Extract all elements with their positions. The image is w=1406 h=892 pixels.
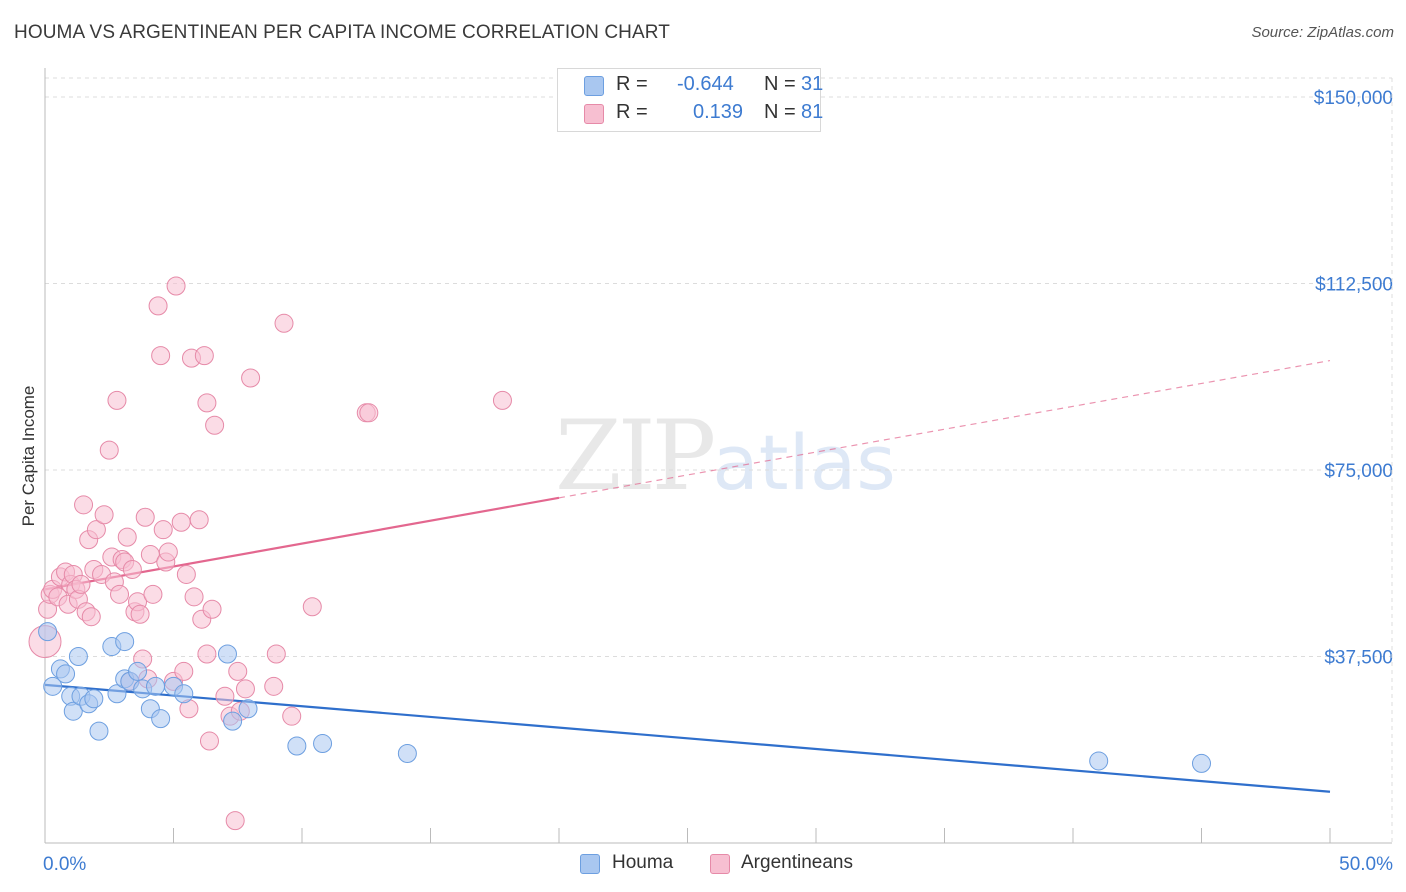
point-argentineans bbox=[235, 679, 255, 699]
point-houma bbox=[107, 684, 127, 704]
point-argentineans bbox=[110, 584, 130, 604]
point-argentineans bbox=[122, 559, 142, 579]
point-houma bbox=[128, 661, 148, 681]
point-argentineans bbox=[117, 527, 137, 547]
point-houma bbox=[115, 632, 135, 652]
point-argentineans bbox=[107, 390, 127, 410]
point-houma bbox=[63, 701, 83, 721]
trend-line-extension-argentineans bbox=[558, 359, 1331, 499]
watermark-atlas: atlas bbox=[712, 418, 896, 507]
chart-title: HOUMA VS ARGENTINEAN PER CAPITA INCOME C… bbox=[14, 22, 670, 43]
point-argentineans bbox=[99, 440, 119, 460]
point-argentineans bbox=[282, 706, 302, 726]
point-argentineans bbox=[194, 346, 214, 366]
point-houma bbox=[68, 647, 88, 666]
point-argentineans bbox=[166, 276, 186, 296]
bottom-legend-swatch-houma bbox=[580, 854, 600, 874]
point-argentineans bbox=[189, 510, 209, 530]
point-argentineans bbox=[274, 313, 294, 333]
point-houma bbox=[313, 734, 333, 754]
point-houma bbox=[1089, 751, 1109, 771]
point-houma bbox=[1192, 753, 1211, 773]
point-houma bbox=[217, 644, 237, 664]
point-argentineans bbox=[151, 346, 171, 366]
point-houma bbox=[43, 676, 63, 696]
y-tick-label: $150,000 bbox=[1314, 88, 1393, 109]
y-tick-label: $37,500 bbox=[1324, 648, 1393, 669]
point-houma bbox=[38, 622, 58, 642]
point-argentineans bbox=[148, 296, 168, 316]
point-houma bbox=[56, 664, 76, 684]
point-argentineans bbox=[174, 661, 194, 681]
point-argentineans bbox=[359, 403, 379, 423]
legend-r-value-argentineans: 0.139 bbox=[693, 101, 744, 123]
point-houma bbox=[151, 709, 171, 729]
point-houma bbox=[89, 721, 109, 741]
point-argentineans bbox=[492, 390, 512, 410]
legend-n-label: N = bbox=[764, 73, 796, 95]
point-houma bbox=[146, 676, 166, 696]
point-houma bbox=[223, 711, 243, 731]
legend-r-label: R = bbox=[616, 101, 648, 123]
point-argentineans bbox=[86, 520, 106, 540]
x-tick-label-max: 50.0% bbox=[1339, 854, 1393, 875]
legend-swatch-houma bbox=[584, 76, 604, 96]
point-houma bbox=[174, 684, 194, 704]
point-argentineans bbox=[81, 607, 101, 627]
point-houma bbox=[397, 743, 417, 763]
legend-r-label: R = bbox=[616, 73, 648, 95]
bottom-legend-label-argentineans: Argentineans bbox=[741, 852, 853, 873]
point-argentineans bbox=[143, 584, 163, 604]
legend-n-value-houma: 31 bbox=[801, 73, 824, 95]
point-argentineans bbox=[74, 495, 94, 515]
point-houma bbox=[238, 699, 258, 719]
point-argentineans bbox=[264, 676, 284, 696]
point-argentineans bbox=[197, 644, 217, 664]
point-argentineans bbox=[184, 587, 204, 607]
point-argentineans bbox=[225, 811, 245, 831]
point-argentineans bbox=[197, 393, 217, 413]
point-argentineans bbox=[228, 661, 248, 681]
y-tick-label: $75,000 bbox=[1324, 461, 1393, 482]
legend-r-value-houma: -0.644 bbox=[677, 73, 734, 95]
point-houma bbox=[84, 689, 104, 709]
source-label: Source: ZipAtlas.com bbox=[1251, 24, 1394, 41]
point-argentineans bbox=[71, 574, 91, 594]
legend-n-label: N = bbox=[764, 101, 796, 123]
point-argentineans bbox=[94, 505, 114, 525]
point-argentineans bbox=[130, 604, 150, 624]
point-argentineans bbox=[158, 542, 178, 562]
bottom-legend-label-houma: Houma bbox=[612, 852, 674, 873]
legend-swatch-argentineans bbox=[584, 104, 604, 124]
correlation-legend: R = -0.644 N = 31 R = 0.139 N = 81 bbox=[557, 68, 824, 132]
legend-n-value-argentineans: 81 bbox=[801, 101, 824, 123]
point-argentineans bbox=[266, 644, 286, 664]
trend-line-houma bbox=[44, 683, 1331, 793]
point-argentineans bbox=[176, 564, 196, 584]
point-argentineans bbox=[302, 597, 322, 617]
point-argentineans bbox=[215, 686, 235, 706]
point-argentineans bbox=[171, 512, 191, 532]
point-argentineans bbox=[202, 599, 222, 619]
y-tick-label: $112,500 bbox=[1315, 275, 1393, 296]
point-argentineans bbox=[241, 368, 261, 388]
point-houma bbox=[287, 736, 307, 756]
point-argentineans bbox=[153, 520, 173, 540]
x-tick-label-min: 0.0% bbox=[43, 854, 86, 875]
point-argentineans bbox=[135, 507, 155, 527]
point-argentineans bbox=[205, 415, 225, 435]
bottom-legend-swatch-argentineans bbox=[710, 854, 730, 874]
point-argentineans bbox=[199, 731, 219, 751]
